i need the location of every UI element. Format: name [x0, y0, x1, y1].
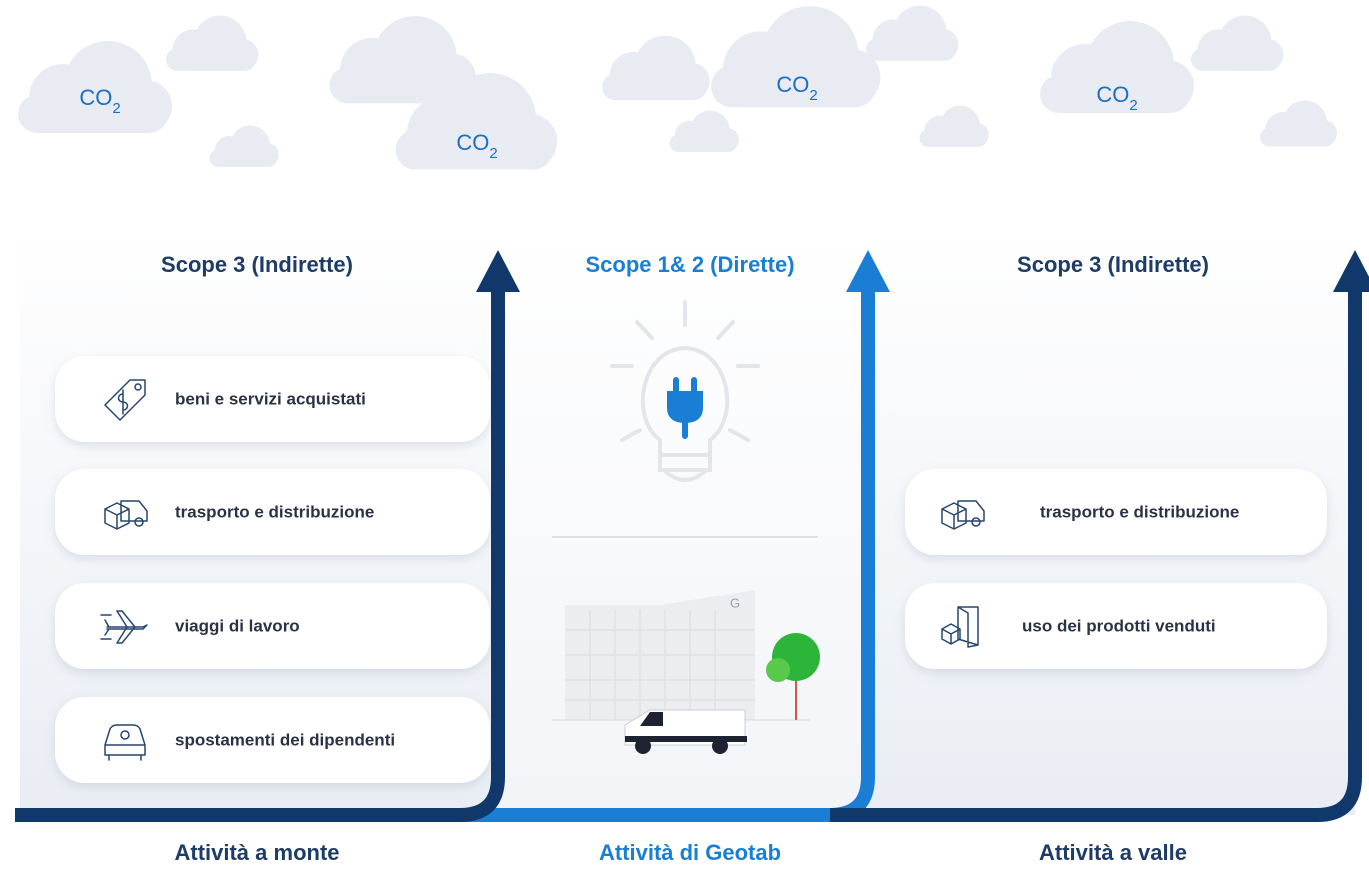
section-title: Scope 3 (Indirette): [161, 252, 353, 277]
co2-base: CO: [456, 130, 489, 155]
co2-subscript: 2: [112, 100, 120, 117]
cloud: [166, 16, 258, 71]
cloud: [210, 125, 279, 166]
item-label: viaggi di lavoro: [175, 616, 300, 635]
section-title: Scope 3 (Indirette): [1017, 252, 1209, 277]
cloud: [920, 105, 989, 146]
item-label: trasporto e distribuzione: [1040, 502, 1239, 521]
infographic: CO2CO2CO2CO2 beni e servizi acquistatitr…: [0, 0, 1369, 877]
item-label: trasporto e distribuzione: [175, 502, 374, 521]
co2-subscript: 2: [1129, 97, 1137, 114]
section-footer: Attività a valle: [1039, 840, 1187, 865]
cloud: [670, 110, 739, 151]
co2-base: CO: [776, 72, 809, 97]
co2-base: CO: [79, 85, 112, 110]
co2-subscript: 2: [489, 145, 497, 162]
section-footer: Attività a monte: [174, 840, 339, 865]
building-logo: G: [730, 595, 740, 610]
cloud: [1260, 101, 1337, 147]
cloud: [1191, 16, 1283, 71]
item-label: uso dei prodotti venduti: [1022, 616, 1216, 635]
item-label: beni e servizi acquistati: [175, 389, 366, 408]
cloud: [330, 16, 476, 103]
cloud: [866, 6, 958, 61]
co2-base: CO: [1096, 82, 1129, 107]
cloud: [602, 36, 710, 100]
section-footer: Attività di Geotab: [599, 840, 781, 865]
item-label: spostamenti dei dipendenti: [175, 730, 395, 749]
co2-subscript: 2: [809, 87, 817, 104]
section-title: Scope 1& 2 (Dirette): [585, 252, 794, 277]
